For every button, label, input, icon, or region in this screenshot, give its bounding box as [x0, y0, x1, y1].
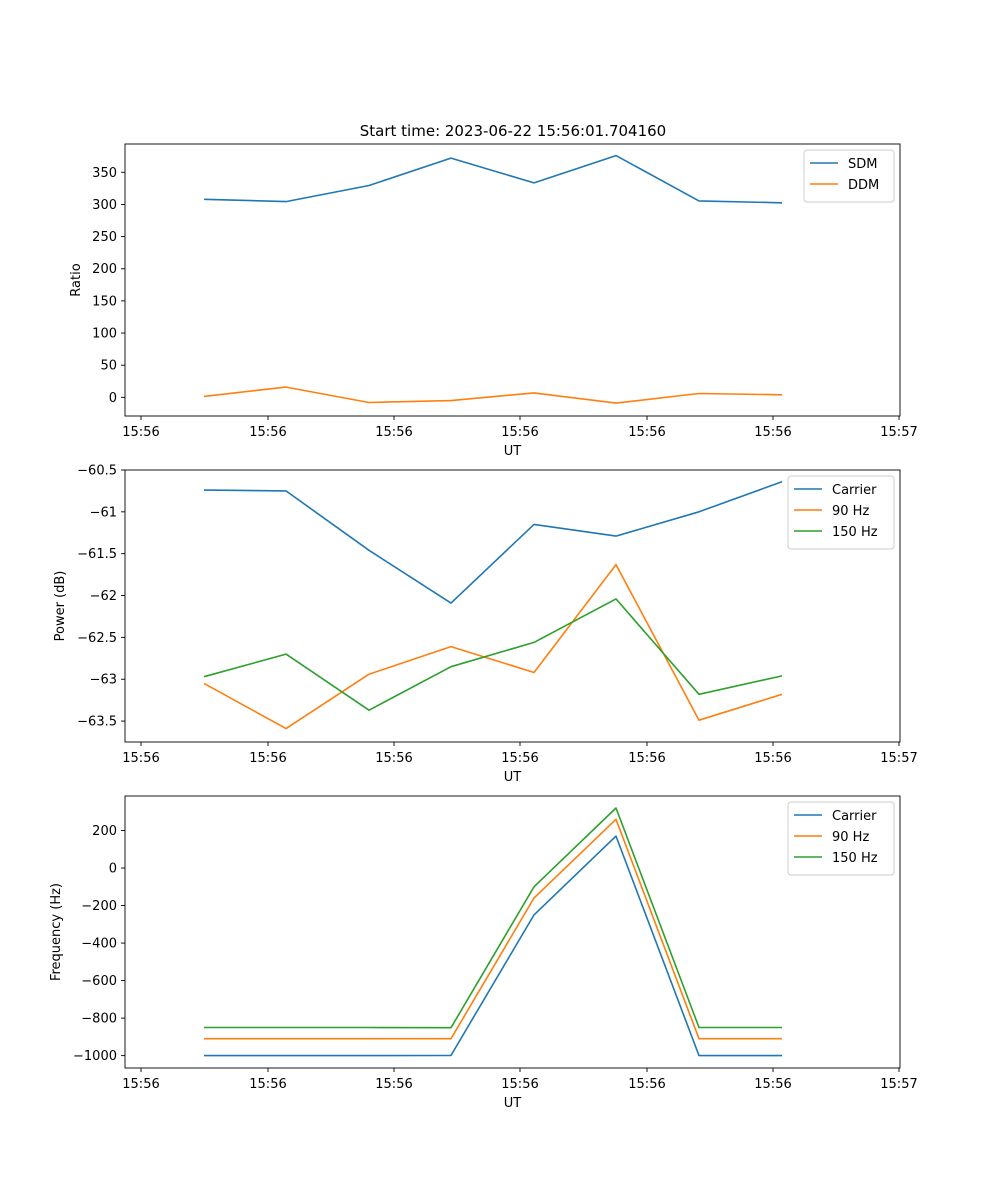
ratio-y-tick-label: 150	[92, 294, 117, 309]
ratio-y-tick-label: 200	[92, 262, 117, 277]
ratio-y-tick-label: 250	[92, 230, 117, 245]
ratio-y-tick-label: 0	[109, 391, 117, 406]
ratio-x-tick-label: 15:56	[628, 425, 665, 440]
power-y-tick-label: −62	[90, 589, 117, 604]
frequency-x-tick-label: 15:56	[249, 1077, 286, 1092]
frequency-series-line-2	[204, 807, 782, 1029]
power-series-line-0	[203, 480, 783, 604]
ratio-legend-label: SDM	[848, 157, 877, 172]
ratio-x-tick-label: 15:56	[249, 425, 286, 440]
ratio-series-line-1	[203, 386, 783, 404]
power-x-tick-label: 15:56	[375, 751, 412, 766]
power-y-tick-label: −60.5	[77, 464, 117, 479]
power-series-line-2	[203, 598, 783, 712]
ratio-y-tick-label: 100	[92, 327, 117, 342]
power-y-tick-label: −63	[90, 673, 117, 688]
frequency-legend-label: 150 Hz	[832, 851, 878, 866]
ratio-x-tick-label: 15:57	[880, 425, 917, 440]
frequency-x-axis-label: UT	[504, 1096, 522, 1111]
ratio-x-tick-label: 15:56	[122, 425, 159, 440]
power-x-tick-label: 15:56	[754, 751, 791, 766]
power-legend-label: 150 Hz	[832, 525, 878, 540]
power-y-tick-label: −61	[90, 505, 117, 520]
frequency-y-tick-label: −400	[81, 937, 117, 952]
power-series-line-1	[203, 563, 783, 730]
power-y-axis-label: Power (dB)	[53, 571, 68, 642]
ratio-legend-label: DDM	[848, 178, 879, 193]
power-legend-label: Carrier	[832, 483, 877, 498]
ratio-series-line-0	[203, 154, 783, 204]
frequency-axes-frame	[124, 795, 901, 1069]
frequency-x-tick-label: 15:56	[754, 1077, 791, 1092]
frequency-y-tick-label: 200	[92, 824, 117, 839]
ratio-axes-frame	[124, 143, 901, 417]
ratio-x-axis-label: UT	[504, 444, 522, 459]
ratio-y-tick-label: 300	[92, 198, 117, 213]
frequency-legend-label: Carrier	[832, 809, 877, 824]
ratio-panel: 15:56 15:56 15:56 15:56 15:56 15:56 15:57 UT 0 50…	[69, 143, 918, 459]
frequency-x-tick-label: 15:56	[375, 1077, 412, 1092]
power-y-tick-label: −61.5	[77, 547, 117, 562]
frequency-panel: 15:56 15:56 15:56 15:56 15:56 15:56 15:57 UT 200…	[49, 795, 918, 1111]
power-y-tick-label: −63.5	[77, 715, 117, 730]
ratio-y-tick-label: 350	[92, 166, 117, 181]
frequency-x-tick-label: 15:56	[628, 1077, 665, 1092]
frequency-series-line-1	[204, 818, 782, 1040]
ratio-x-tick-label: 15:56	[754, 425, 791, 440]
power-x-tick-label: 15:56	[501, 751, 538, 766]
frequency-y-tick-label: −200	[81, 899, 117, 914]
power-legend-label: 90 Hz	[832, 504, 869, 519]
power-y-tick-label: −62.5	[77, 631, 117, 646]
figure-title: Start time: 2023-06-22 15:56:01.704160	[360, 122, 666, 140]
power-panel: 15:56 15:56 15:56 15:56 15:56 15:56 15:57 UT −60…	[53, 464, 918, 786]
frequency-y-tick-label: −1000	[73, 1049, 117, 1064]
power-x-tick-label: 15:56	[628, 751, 665, 766]
frequency-y-axis-label: Frequency (Hz)	[49, 883, 64, 981]
frequency-x-tick-label: 15:57	[880, 1077, 917, 1092]
power-axes-frame	[124, 469, 901, 743]
power-x-tick-label: 15:56	[122, 751, 159, 766]
frequency-y-tick-label: −800	[81, 1012, 117, 1027]
power-x-tick-label: 15:57	[880, 751, 917, 766]
ratio-y-tick-label: 50	[100, 359, 117, 374]
frequency-x-tick-label: 15:56	[501, 1077, 538, 1092]
ratio-x-tick-label: 15:56	[501, 425, 538, 440]
frequency-legend-label: 90 Hz	[832, 830, 869, 845]
power-x-tick-label: 15:56	[249, 751, 286, 766]
power-x-axis-label: UT	[504, 770, 522, 785]
frequency-y-tick-label: 0	[109, 862, 117, 877]
frequency-series-line-0	[204, 835, 782, 1057]
ratio-x-tick-label: 15:56	[375, 425, 412, 440]
frequency-x-tick-label: 15:56	[122, 1077, 159, 1092]
frequency-y-tick-label: −600	[81, 974, 117, 989]
ratio-y-axis-label: Ratio	[69, 263, 84, 296]
